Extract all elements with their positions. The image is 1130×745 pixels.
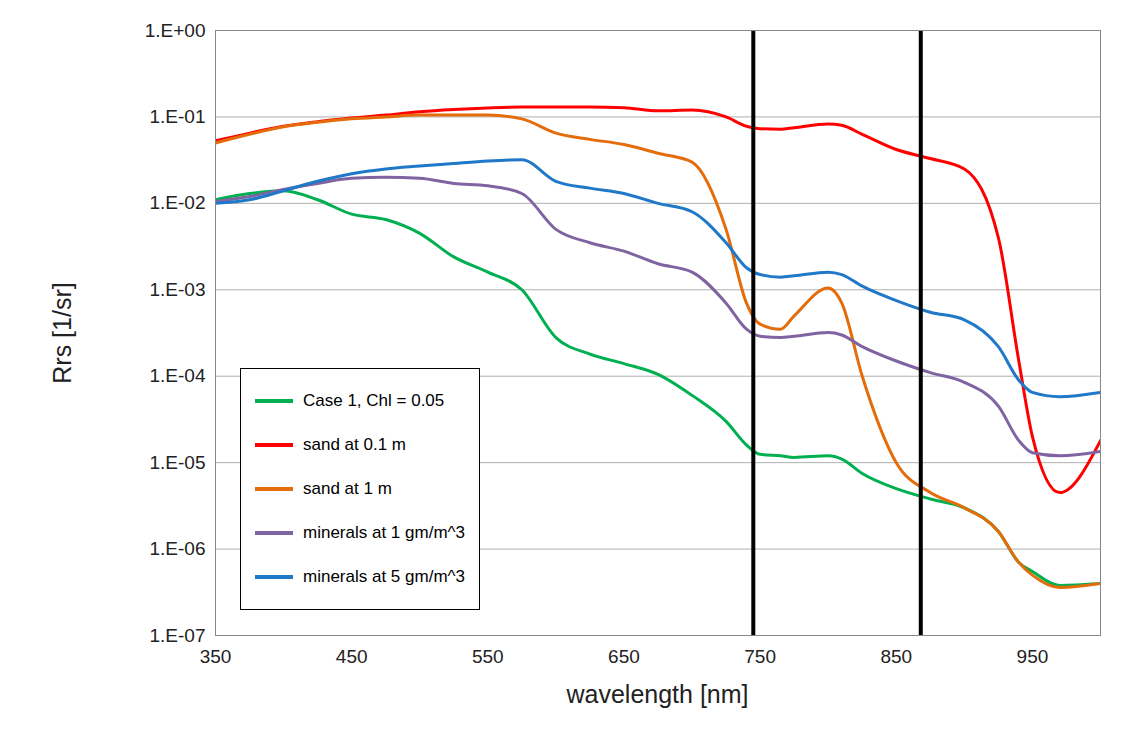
svg-text:1.E-06: 1.E-06: [150, 538, 206, 559]
html-text:minerals at 5 gm/m^3: minerals at 5 gm/m^3: [303, 567, 465, 586]
svg-text:1.E-03: 1.E-03: [150, 279, 206, 300]
svg-text:450: 450: [336, 646, 368, 667]
svg-text:1.E-04: 1.E-04: [150, 365, 206, 386]
svg-text:750: 750: [744, 646, 776, 667]
svg-text:650: 650: [608, 646, 640, 667]
svg-text:1.E-02: 1.E-02: [150, 192, 206, 213]
svg-text:1.E-01: 1.E-01: [150, 106, 206, 127]
svg-text:550: 550: [472, 646, 504, 667]
svg-text:850: 850: [880, 646, 912, 667]
svg-text:1.E-05: 1.E-05: [150, 452, 206, 473]
svg-text:350: 350: [200, 646, 232, 667]
html-text:sand at 0.1 m: sand at 0.1 m: [303, 435, 406, 454]
svg-text:1.E+00: 1.E+00: [145, 20, 206, 41]
svg-text:950: 950: [1017, 646, 1049, 667]
html-text:wavelength [nm]: wavelength [nm]: [566, 680, 749, 708]
html-text:sand at 1 m: sand at 1 m: [303, 479, 392, 498]
html-text:Rrs [1/sr]: Rrs [1/sr]: [47, 281, 76, 384]
html-text:minerals at 1 gm/m^3: minerals at 1 gm/m^3: [303, 523, 465, 542]
svg-text:1.E-07: 1.E-07: [150, 625, 206, 646]
html-text:Case 1, Chl = 0.05: Case 1, Chl = 0.05: [303, 391, 445, 410]
